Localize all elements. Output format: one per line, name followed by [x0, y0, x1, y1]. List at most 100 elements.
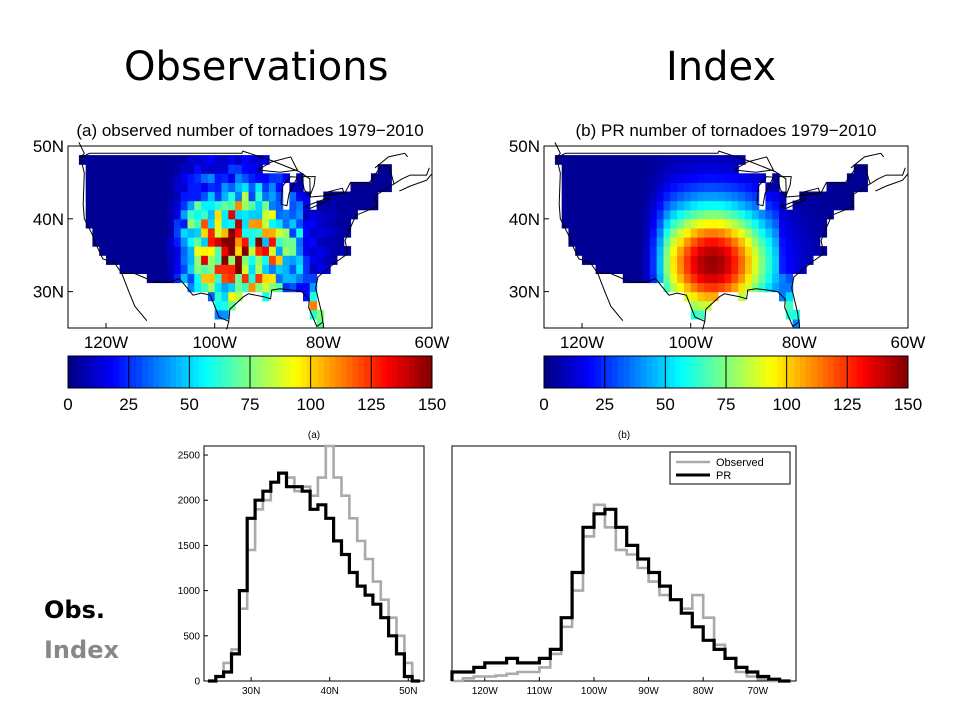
map-a-cell: [228, 237, 236, 247]
map-b-cell: [602, 182, 610, 193]
map-a-cell: [255, 209, 263, 220]
map-a-cell: [282, 255, 290, 265]
map-a-cell: [289, 246, 297, 256]
map-b-cell: [622, 164, 631, 174]
map-a-cell: [282, 273, 290, 284]
map-a-cell: [255, 264, 263, 274]
map-a-cell: [364, 182, 372, 193]
map-b-cell: [636, 255, 644, 265]
map-a-cell: [364, 191, 372, 202]
map-b-cell: [683, 255, 692, 265]
map-a-cell: [201, 200, 209, 211]
map-a-colorbar-segment: [403, 356, 410, 388]
map-a-cell: [201, 209, 209, 220]
map-b-cell: [616, 191, 624, 202]
map-a-cell: [221, 209, 229, 220]
map-b-cell: [683, 155, 692, 165]
map-b-cell: [609, 182, 617, 193]
map-a-cell: [119, 246, 127, 256]
map-a-cell: [323, 227, 331, 238]
map-b-cell: [582, 191, 590, 202]
map-a-colorbar-segment: [312, 356, 319, 388]
map-b-cell: [636, 209, 644, 220]
map-a-colorbar-segment: [358, 356, 365, 388]
map-a-cell: [214, 300, 223, 311]
map-a-cell: [228, 164, 236, 174]
map-b-cell: [643, 227, 651, 238]
map-a-cell: [119, 264, 127, 274]
map-b-colorbar-segment: [691, 356, 699, 388]
map-a-cell: [269, 255, 277, 265]
map-b-cell: [609, 255, 617, 265]
map-b-cell: [785, 264, 794, 274]
map-a-cell: [146, 237, 155, 247]
map-b-cell: [602, 173, 610, 183]
map-b-cell: [738, 155, 746, 165]
map-b-cell: [636, 218, 644, 229]
map-b-cell: [677, 182, 685, 193]
map-a-cell: [207, 246, 216, 256]
map-a-xtick-label: 100W: [192, 333, 236, 352]
map-a-cell: [153, 173, 161, 183]
map-b-cell: [582, 209, 590, 220]
map-b-cell: [745, 246, 753, 256]
map-b-cell: [616, 227, 624, 238]
map-a-lake-outline: [301, 176, 316, 198]
map-panel-pr: (b) PR number of tornadoes 1979−2010 30N 4…: [509, 121, 926, 414]
map-b-cell: [690, 273, 699, 284]
map-b-cell: [561, 155, 570, 165]
map-b-cell: [738, 200, 746, 211]
map-a-cell: [241, 191, 250, 202]
map-b-cell: [799, 237, 807, 247]
map-b-cell: [697, 155, 705, 165]
map-b-colorbar-segment: [652, 356, 659, 388]
map-b-cell: [609, 200, 617, 211]
map-b-cell: [643, 264, 651, 274]
map-a-cell: [330, 209, 338, 220]
map-a-cell: [350, 191, 358, 202]
map-a-cell: [180, 182, 189, 193]
map-a-cell: [153, 273, 161, 284]
map-a-cell: [140, 173, 148, 183]
map-b-cell: [731, 209, 739, 220]
hist-b-xtick-label: 90W: [638, 686, 659, 697]
map-b-cell: [704, 218, 712, 229]
map-a-cell: [235, 227, 243, 238]
map-b-cell: [799, 200, 807, 211]
map-a-colorbar-segment: [102, 356, 109, 388]
map-a-cell: [85, 182, 94, 193]
map-a-cell: [106, 155, 114, 165]
map-b-cell: [690, 291, 699, 302]
map-a-cell: [106, 255, 114, 265]
map-a-cell: [187, 155, 195, 165]
map-b-colorbar-segment: [777, 356, 784, 388]
map-b-cell: [622, 264, 631, 274]
map-a-cell: [153, 200, 161, 211]
map-b-cell: [697, 246, 705, 256]
map-a-cell: [119, 200, 127, 211]
map-b-cell: [609, 173, 617, 183]
map-a-cell: [343, 209, 352, 220]
map-a-cell: [126, 164, 134, 174]
map-a-cell: [133, 227, 141, 238]
map-a-cell: [248, 182, 256, 193]
map-a-cell: [214, 182, 223, 193]
map-b-colorbar-segment: [817, 356, 824, 388]
map-a-cell: [235, 155, 243, 165]
map-b-cell: [758, 227, 766, 238]
map-b-cell: [731, 200, 739, 211]
map-b-colorbar-segment: [657, 356, 664, 388]
map-b-cell: [853, 164, 862, 174]
map-b-cell: [670, 255, 678, 265]
map-b-cell: [568, 182, 576, 193]
map-a-cell: [180, 155, 189, 165]
map-a-cell: [140, 209, 148, 220]
map-a-cell: [201, 191, 209, 202]
map-a-cell: [248, 227, 256, 238]
map-a-cell: [140, 237, 148, 247]
map-a-colorbar-segment: [426, 356, 433, 388]
map-a-cell: [296, 200, 304, 211]
map-a-cell: [160, 155, 168, 165]
